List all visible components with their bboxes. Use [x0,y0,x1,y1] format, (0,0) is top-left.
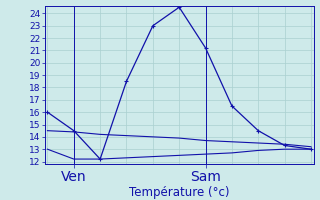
X-axis label: Température (°c): Température (°c) [129,186,229,199]
